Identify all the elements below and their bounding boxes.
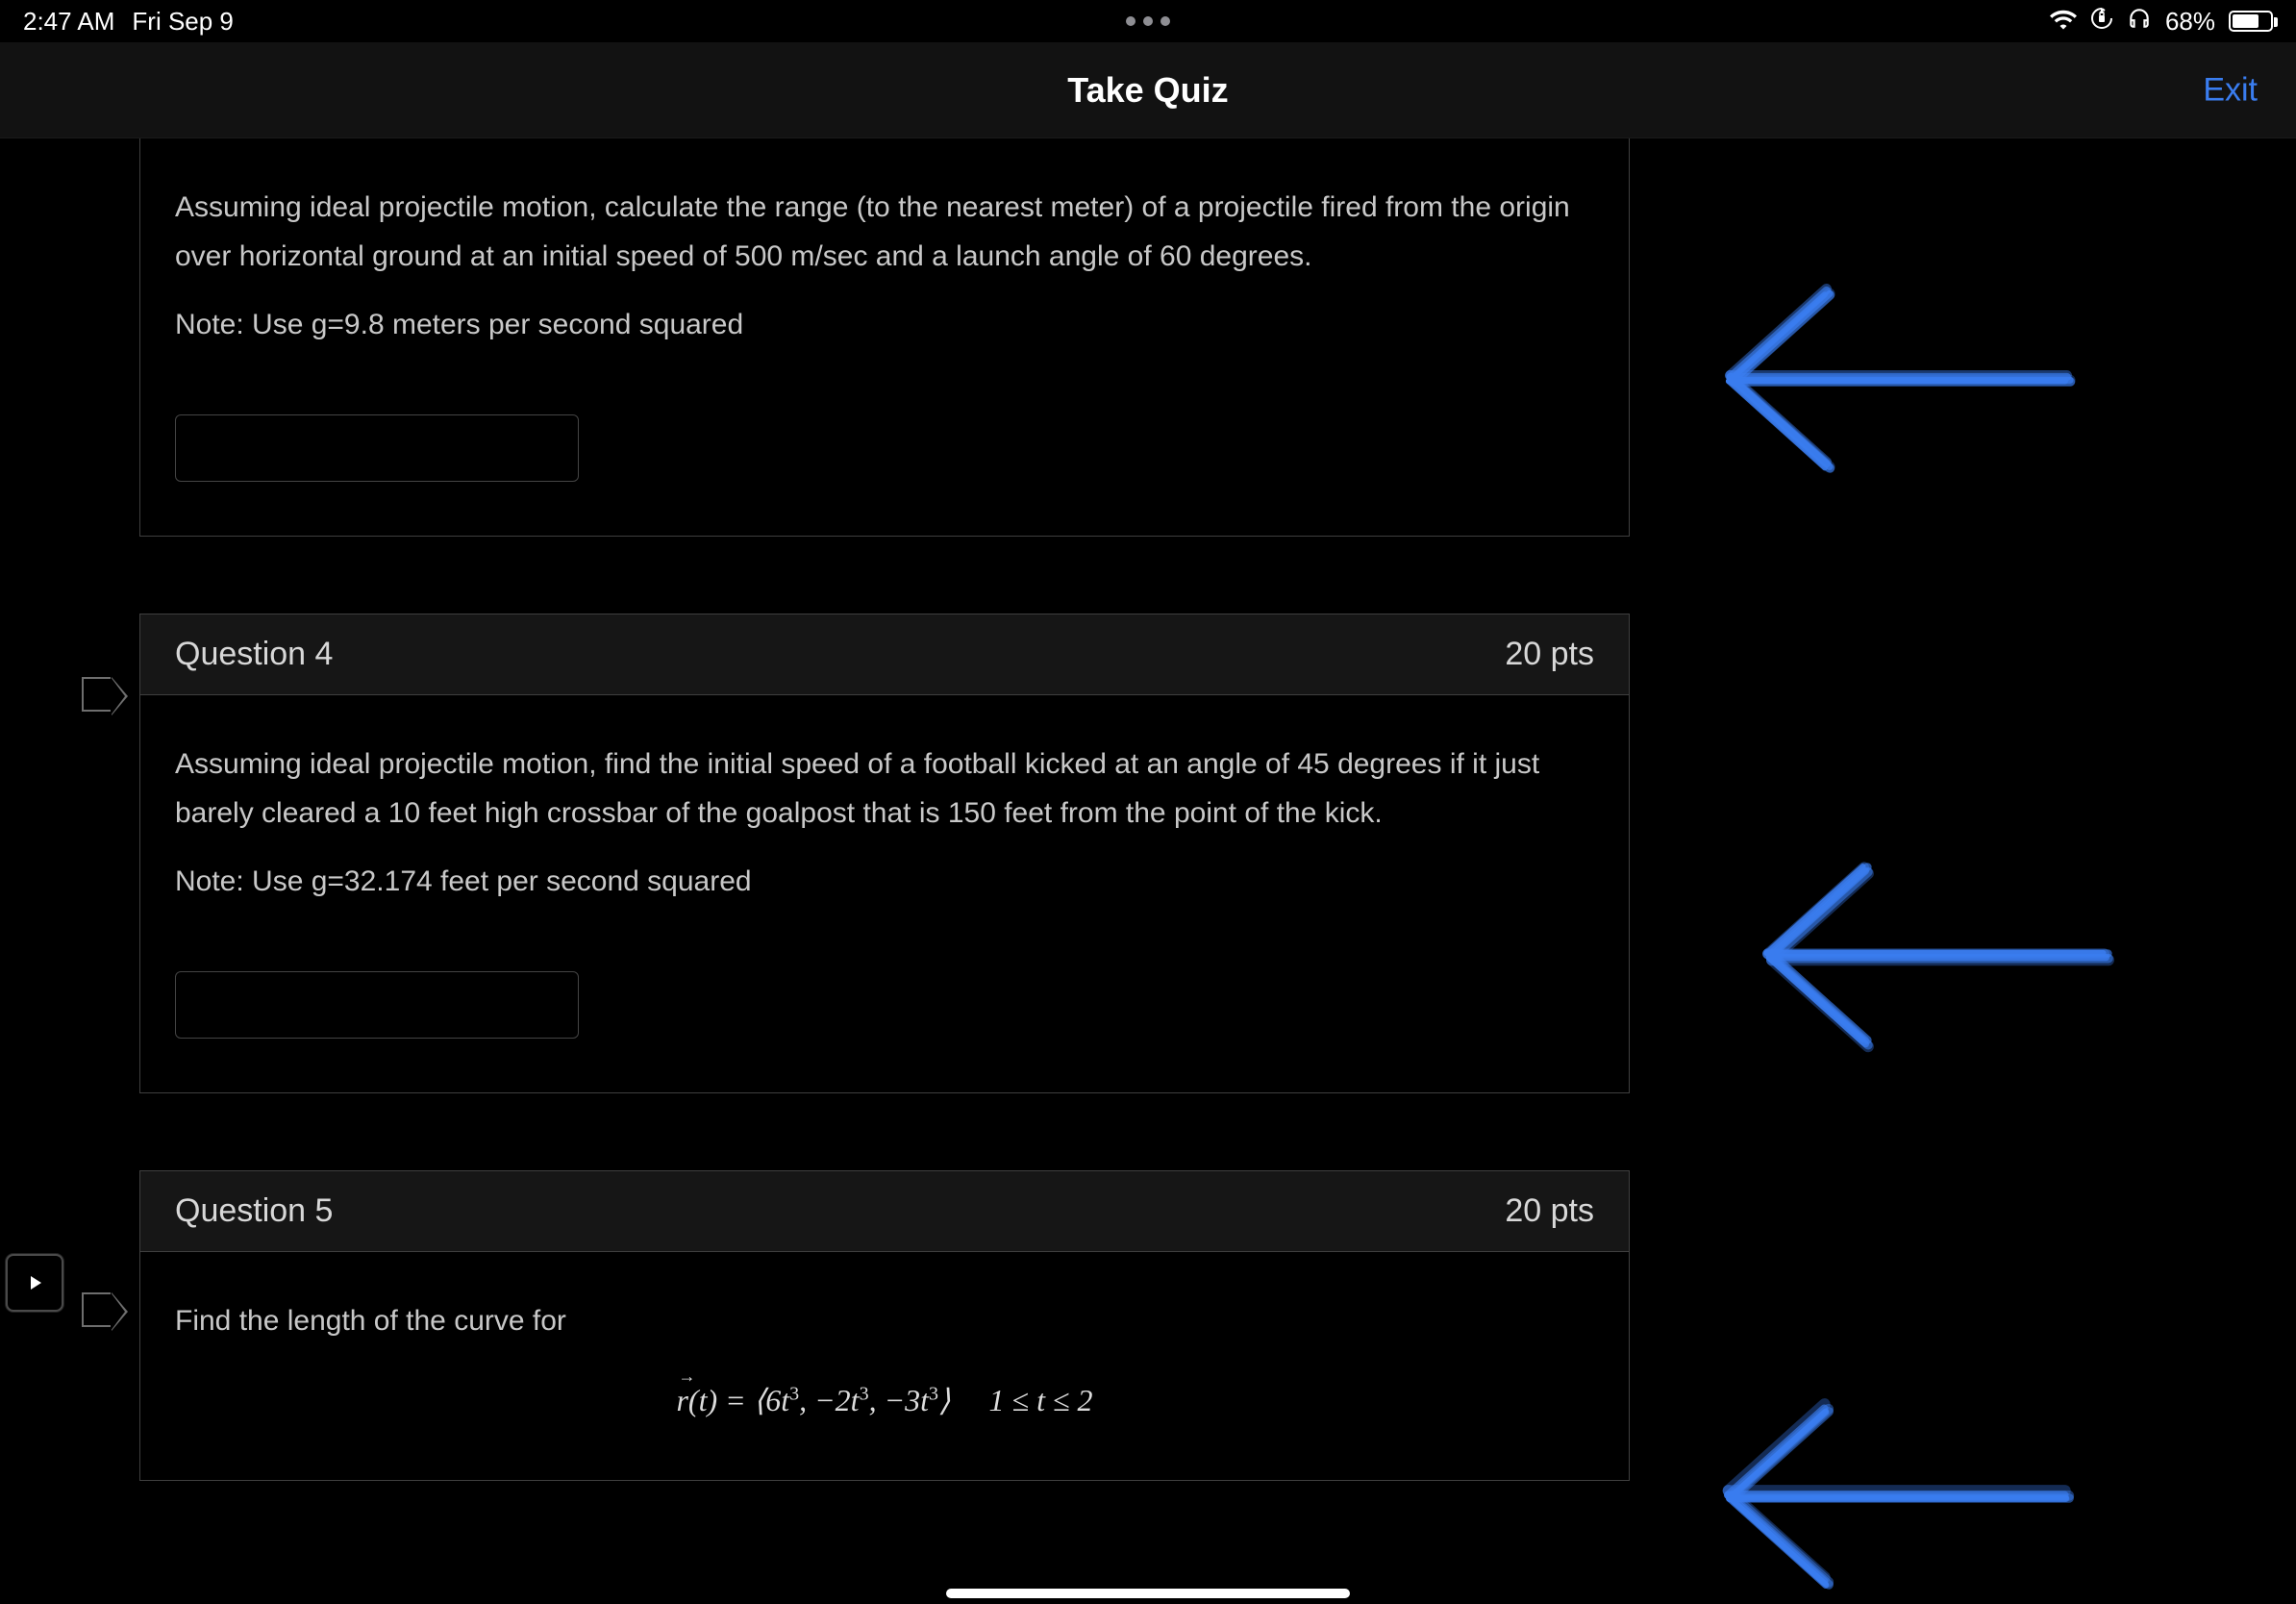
question-points: 20 pts <box>1505 1192 1594 1230</box>
expand-sidebar-button[interactable] <box>6 1254 63 1312</box>
question-body: Find the length of the curve for r(t) = … <box>140 1252 1629 1480</box>
question-card: Question 4 20 pts Assuming ideal project… <box>139 614 1630 1093</box>
question-note: Note: Use g=9.8 meters per second square… <box>175 300 1594 349</box>
multitask-dots[interactable] <box>1126 16 1170 26</box>
answer-input[interactable] <box>175 971 579 1039</box>
question-note: Note: Use g=32.174 feet per second squar… <box>175 857 1594 906</box>
question-text: Find the length of the curve for <box>175 1296 1594 1345</box>
dot-icon <box>1143 16 1153 26</box>
home-indicator[interactable] <box>946 1589 1350 1598</box>
bookmark-icon[interactable] <box>82 677 111 712</box>
wifi-icon <box>2050 7 2077 37</box>
nav-bar: Take Quiz Exit <box>0 42 2296 138</box>
question-text: Assuming ideal projectile motion, calcul… <box>175 183 1594 281</box>
orientation-lock-icon <box>2090 7 2113 37</box>
question-formula: r(t) = ⟨6t3, −2t3, −3t3⟩ 1 ≤ t ≤ 2 <box>175 1374 1594 1426</box>
page-title: Take Quiz <box>1067 70 1228 111</box>
question-points: 20 pts <box>1505 636 1594 673</box>
annotation-arrow <box>1692 254 2077 504</box>
status-left: 2:47 AM Fri Sep 9 <box>23 7 234 37</box>
question-title: Question 5 <box>175 1192 333 1230</box>
status-date: Fri Sep 9 <box>132 7 234 37</box>
battery-fill <box>2233 14 2259 28</box>
question-header: Question 5 20 pts <box>140 1171 1629 1252</box>
content-area: Assuming ideal projectile motion, calcul… <box>0 138 2296 1604</box>
quiz-column: Assuming ideal projectile motion, calcul… <box>139 138 1630 1604</box>
annotation-arrow <box>1692 1369 2077 1604</box>
question-card: Assuming ideal projectile motion, calcul… <box>139 138 1630 537</box>
battery-percent-label: 68% <box>2165 7 2215 37</box>
status-bar: 2:47 AM Fri Sep 9 68% <box>0 0 2296 42</box>
bookmark-icon[interactable] <box>82 1292 111 1327</box>
dot-icon <box>1126 16 1136 26</box>
dot-icon <box>1160 16 1170 26</box>
status-right: 68% <box>2050 6 2273 38</box>
question-body: Assuming ideal projectile motion, find t… <box>140 695 1629 1092</box>
question-card: Question 5 20 pts Find the length of the… <box>139 1170 1630 1481</box>
exit-button[interactable]: Exit <box>2203 71 2258 109</box>
question-header: Question 4 20 pts <box>140 614 1629 695</box>
question-title: Question 4 <box>175 636 333 673</box>
status-time: 2:47 AM <box>23 7 114 37</box>
annotation-arrow <box>1731 831 2115 1081</box>
headphones-icon <box>2127 6 2152 38</box>
battery-icon <box>2229 11 2273 32</box>
question-text: Assuming ideal projectile motion, find t… <box>175 739 1594 838</box>
question-body: Assuming ideal projectile motion, calcul… <box>140 138 1629 536</box>
answer-input[interactable] <box>175 414 579 482</box>
